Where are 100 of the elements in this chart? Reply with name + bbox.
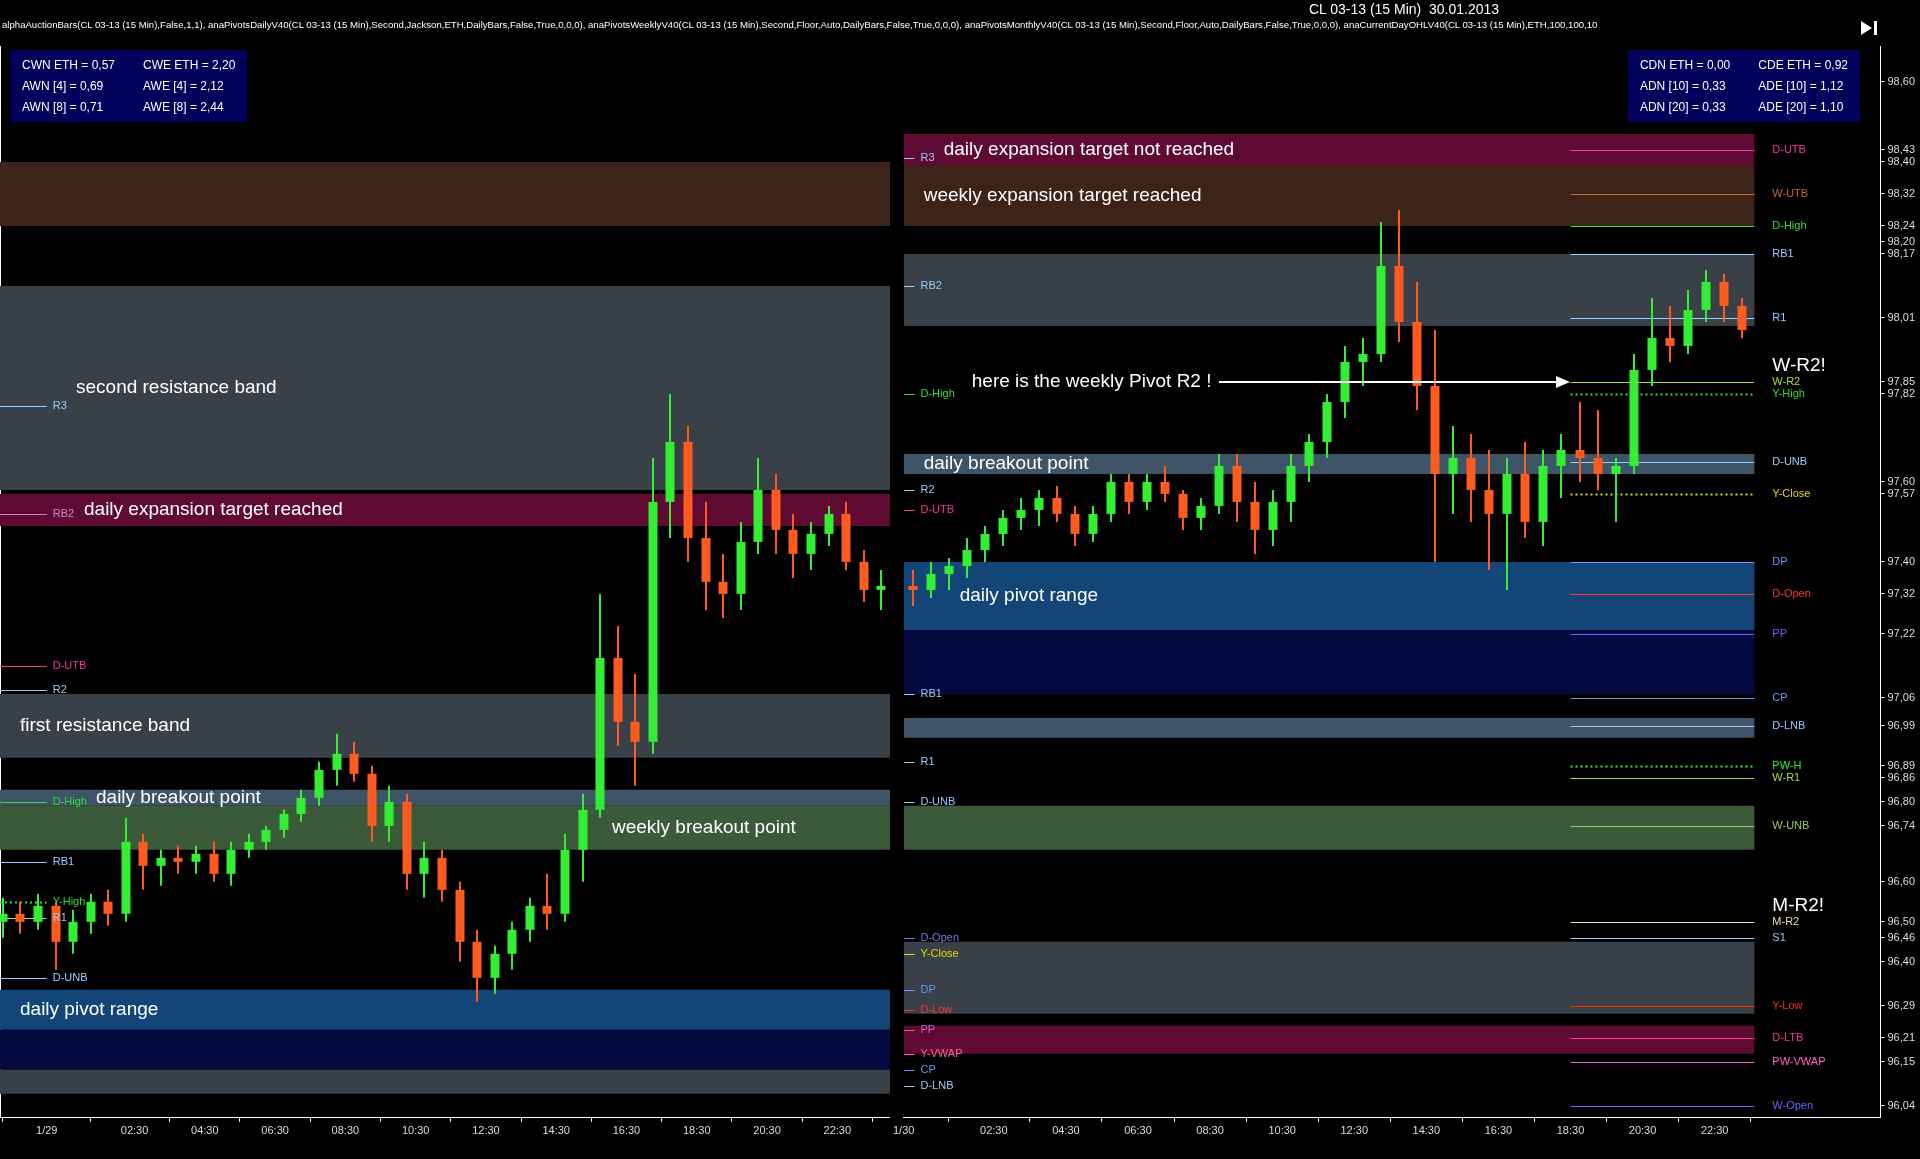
candlestick xyxy=(33,892,43,931)
candlestick xyxy=(209,840,219,883)
y-tick-label: 96,29 xyxy=(1887,998,1915,1011)
ref-line-label: D-UTB xyxy=(1772,143,1806,156)
candlestick xyxy=(1358,336,1368,387)
y-tick-label: 96,99 xyxy=(1887,718,1915,731)
candlestick xyxy=(279,808,289,839)
ref-line-label: D-LNB xyxy=(1772,718,1806,731)
ref-line-label: PW-H xyxy=(1772,758,1802,771)
candlestick xyxy=(944,556,954,591)
series-label: RB2 xyxy=(52,506,75,519)
ref-line-label: D-LTB xyxy=(1772,1030,1804,1043)
x-tick-label: 22:30 xyxy=(1700,1124,1729,1137)
series-label: Y-Close xyxy=(920,946,959,959)
candlestick xyxy=(244,832,254,859)
band-label: weekly expansion target reached xyxy=(922,184,1202,206)
y-tick-label: 96,80 xyxy=(1887,794,1915,807)
y-tick-label: 96,15 xyxy=(1887,1054,1915,1067)
x-tick-label: 12:30 xyxy=(1340,1124,1369,1137)
series-label: R2 xyxy=(52,682,67,695)
series-label: R2 xyxy=(920,482,935,495)
x-tick-label: 06:30 xyxy=(1124,1124,1152,1137)
x-tick-label: 1/30 xyxy=(892,1124,915,1137)
candlestick xyxy=(525,896,535,943)
candlestick xyxy=(296,788,306,823)
x-tick-label: 18:30 xyxy=(682,1124,711,1137)
candlestick xyxy=(173,844,183,875)
series-label: Y-High xyxy=(52,894,86,907)
series-label: D-UTB xyxy=(920,502,955,515)
chart-subtitle: alphaAuctionBars(CL 03-13 (15 Min),False,1,1), anaPivotsDailyV40(CL 03-13 (15 Min),Second,Jackson,ETH,DailyBars,False,True,0,0,0), anaPivotsWeeklyV40(CL 03-13 (15 Min),Second,Floor,Auto,DailyBars,False,True,0,0,0), anaPivotsMonthlyV40(CL 03-13 (15 Min),Second,Floor,Auto,DailyBars,False,True,0,0,0), anaCurrentDayOHLV40(CL 03-13 (15 Min),ETH,100,100,10 xyxy=(2,18,1598,32)
candlestick xyxy=(1304,432,1314,483)
ref-line-label: M-R2 xyxy=(1772,914,1800,927)
candlestick xyxy=(1178,488,1188,531)
annotation: AWN [4] = 0,69 xyxy=(22,79,105,93)
candlestick xyxy=(15,900,25,935)
annotation: AWN [8] = 0,71 xyxy=(22,100,105,114)
ref-line-label: Y-High xyxy=(1772,386,1805,399)
chart-title: CL 03-13 (15 Min) 30.01.2013 xyxy=(1307,0,1501,18)
annotation: AWE [8] = 2,44 xyxy=(143,100,225,114)
candlestick xyxy=(824,504,834,547)
candlestick xyxy=(507,920,517,971)
ref-line-label: DP xyxy=(1772,554,1788,567)
band-label: second resistance band xyxy=(76,376,277,398)
series-label: D-High xyxy=(920,386,955,399)
series-label: D-High xyxy=(52,794,87,807)
band-label: daily pivot range xyxy=(959,584,1099,606)
candlestick xyxy=(876,568,886,611)
candlestick xyxy=(962,536,972,579)
y-tick-label: 96,74 xyxy=(1887,818,1915,831)
annotation: ADE [20] = 1,10 xyxy=(1758,100,1845,114)
candlestick xyxy=(788,512,798,579)
ref-line-label: D-UNB xyxy=(1772,454,1808,467)
x-tick-label: 10:30 xyxy=(401,1124,430,1137)
band-label: daily breakout point xyxy=(923,452,1090,474)
candlestick xyxy=(191,844,201,875)
candlestick xyxy=(980,524,990,563)
candlestick xyxy=(1070,504,1080,547)
series-label: DP xyxy=(920,982,936,995)
annotation: CWE ETH = 2,20 xyxy=(143,58,236,72)
candlestick xyxy=(1737,296,1747,339)
candlestick xyxy=(349,740,359,783)
candlestick xyxy=(1575,400,1585,483)
y-tick-label: 97,60 xyxy=(1887,474,1915,487)
y-tick-label: 98,17 xyxy=(1887,246,1915,259)
annotation: M-R2! xyxy=(1772,893,1825,915)
x-tick-label: 08:30 xyxy=(331,1124,360,1137)
candlestick xyxy=(998,508,1008,547)
ref-line-label: R1 xyxy=(1772,310,1787,323)
series-label: PP xyxy=(920,1022,936,1035)
series-label: D-UTB xyxy=(52,658,87,671)
ref-line-label: W-Open xyxy=(1772,1098,1814,1111)
series-label: D-Low xyxy=(920,1002,953,1015)
candlestick xyxy=(1196,496,1206,531)
annotation: here is the weekly Pivot R2 ! xyxy=(971,370,1212,392)
x-tick-label: 06:30 xyxy=(261,1124,289,1137)
ref-line-label: Y-Low xyxy=(1772,998,1803,1011)
candlestick xyxy=(630,672,640,787)
candlestick xyxy=(1034,488,1044,527)
x-tick-label: 16:30 xyxy=(612,1124,641,1137)
candlestick xyxy=(1719,272,1729,323)
ref-line-label: W-R1 xyxy=(1772,770,1801,783)
band-label: weekly breakout point xyxy=(611,816,797,838)
y-tick-label: 97,57 xyxy=(1887,486,1915,499)
y-tick-label: 98,43 xyxy=(1887,143,1915,156)
candlestick xyxy=(926,560,936,599)
y-tick-label: 98,24 xyxy=(1887,219,1915,231)
annotation: CDE ETH = 0,92 xyxy=(1758,58,1848,72)
y-tick-label: 98,01 xyxy=(1887,310,1915,323)
series-label: R3 xyxy=(920,151,935,164)
y-tick-label: 97,40 xyxy=(1887,554,1915,567)
y-tick-label: 97,06 xyxy=(1887,690,1915,703)
x-tick-label: 20:30 xyxy=(1628,1124,1657,1137)
series-label: D-LNB xyxy=(920,1078,954,1091)
candlestick xyxy=(138,832,148,891)
x-tick-label: 12:30 xyxy=(472,1124,500,1137)
candlestick xyxy=(419,840,429,899)
band-label: first resistance band xyxy=(20,714,191,736)
x-tick-label: 20:30 xyxy=(753,1124,781,1137)
candlestick xyxy=(908,568,918,607)
x-tick-label: 16:30 xyxy=(1484,1124,1513,1137)
